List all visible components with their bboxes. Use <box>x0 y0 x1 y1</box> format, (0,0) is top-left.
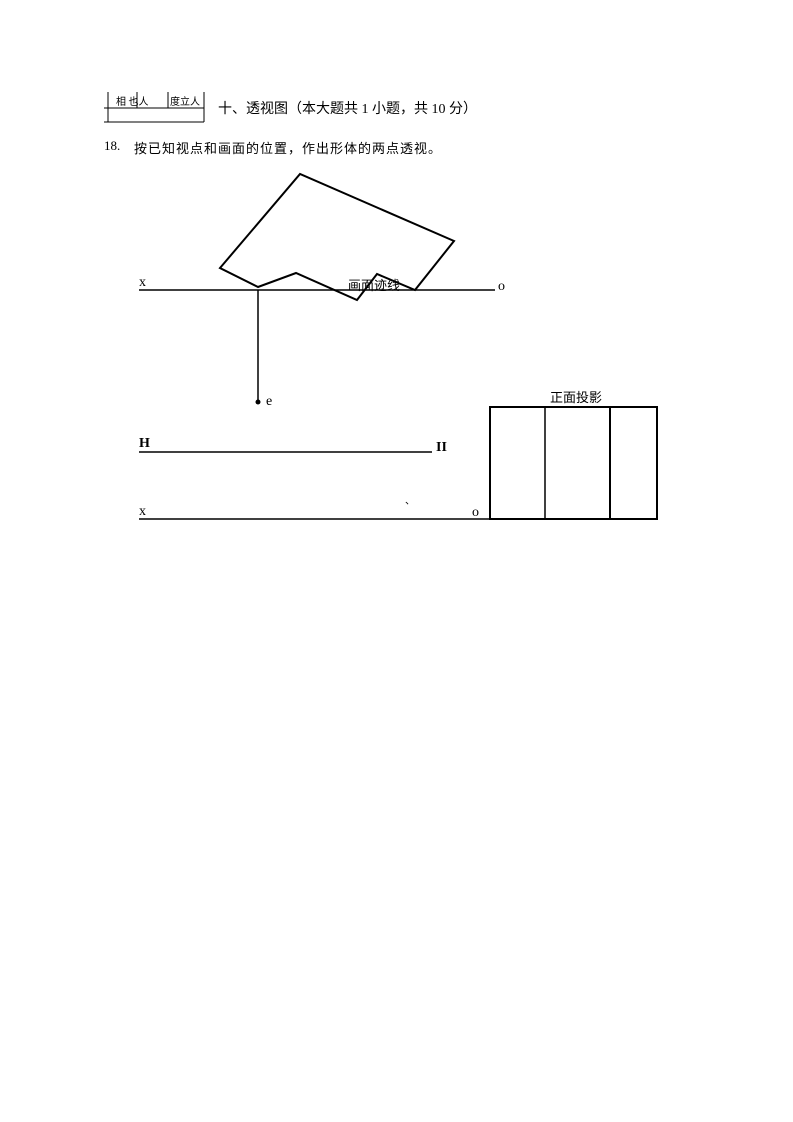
label-o-upper: o <box>498 279 505 295</box>
eye-point-dot <box>256 400 261 405</box>
label-front-projection: 正面投影 <box>550 387 602 406</box>
header-fragment-text1: 相 也人 <box>116 93 149 108</box>
label-e: e <box>266 394 272 410</box>
tick-mark: 、 <box>405 492 415 507</box>
section-title: 十、透视图（本大题共 1 小题，共 10 分） <box>218 98 477 118</box>
label-x-upper: x <box>139 275 146 291</box>
question-text: 按已知视点和画面的位置，作出形体的两点透视。 <box>134 138 442 157</box>
plan-shape <box>220 174 454 300</box>
label-II: II <box>436 440 447 456</box>
label-o-lower: o <box>472 505 479 521</box>
question-number: 18. <box>104 138 120 154</box>
header-fragment-text2: 度立人 <box>170 93 200 108</box>
label-H: H <box>139 436 150 452</box>
label-picture-trace: 画面迹线 <box>348 275 400 294</box>
front-projection-box <box>490 407 657 519</box>
label-x-lower: x <box>139 504 146 520</box>
diagram-svg <box>0 0 793 1122</box>
